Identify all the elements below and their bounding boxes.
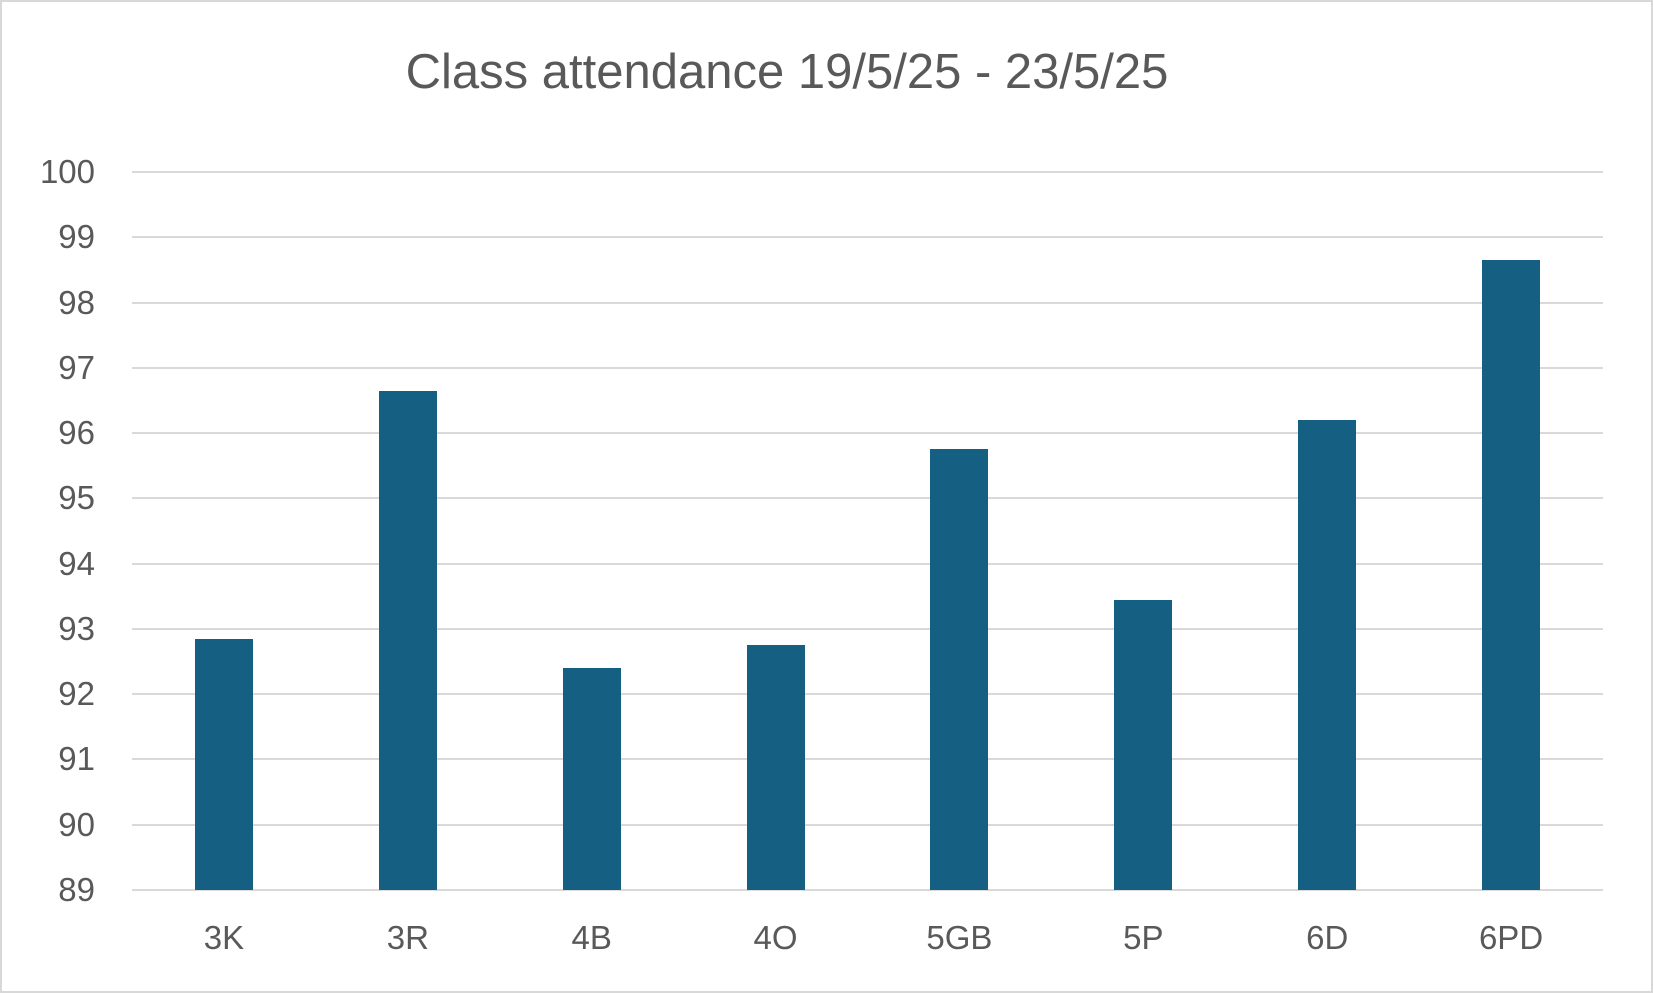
y-axis-tick-label: 94 — [58, 544, 95, 582]
gridline-y-97 — [132, 366, 1603, 369]
y-axis-tick-label: 90 — [58, 805, 95, 843]
y-axis-tick-label: 100 — [39, 153, 95, 190]
x-axis-tick-label-5GB: 5GB — [926, 919, 993, 956]
gridline-y-95 — [132, 497, 1603, 500]
gridline-y-98 — [132, 301, 1603, 304]
x-axis-tick-label-5P: 5P — [1123, 919, 1164, 956]
x-axis-tick-label-6PD: 6PD — [1478, 919, 1544, 956]
gridline-y-91 — [132, 758, 1603, 761]
x-axis-tick-label-6D: 6D — [1306, 919, 1349, 956]
y-axis-tick-label: 95 — [58, 479, 95, 517]
gridline-y-92 — [132, 693, 1603, 696]
x-axis-tick-label-3R: 3R — [386, 919, 429, 956]
gridline-y-94 — [132, 562, 1603, 565]
y-axis-tick-label: 89 — [58, 871, 95, 908]
gridline-y-96 — [132, 432, 1603, 435]
chart-title: Class attendance 19/5/25 - 23/5/25 — [405, 45, 1169, 99]
y-axis-tick-label: 96 — [58, 414, 95, 452]
y-axis-tick-label: 98 — [58, 283, 95, 321]
gridline-y-99 — [132, 236, 1603, 239]
y-axis-tick-label: 99 — [58, 218, 95, 256]
y-axis-tick-label: 97 — [58, 348, 95, 386]
x-axis-tick-label-3K: 3K — [203, 919, 245, 956]
gridline-y-100 — [132, 171, 1603, 173]
gridline-y-93 — [132, 627, 1603, 630]
bar-4O — [746, 645, 805, 890]
bar-6D — [1298, 420, 1357, 890]
bar-3K — [194, 638, 253, 890]
y-axis-tick-label: 91 — [58, 740, 95, 778]
bar-5GB — [930, 449, 989, 890]
gridline-y-89 — [132, 889, 1603, 891]
bar-6PD — [1482, 260, 1541, 890]
y-axis-tick-label: 92 — [58, 675, 95, 713]
x-axis-tick-label-4O: 4O — [753, 919, 798, 956]
bar-5P — [1114, 599, 1173, 890]
gridline-y-90 — [132, 823, 1603, 826]
x-axis-tick-label-4B: 4B — [571, 919, 612, 956]
y-axis-tick-label: 93 — [58, 609, 95, 647]
bar-4B — [562, 668, 621, 890]
bar-3R — [378, 390, 437, 890]
